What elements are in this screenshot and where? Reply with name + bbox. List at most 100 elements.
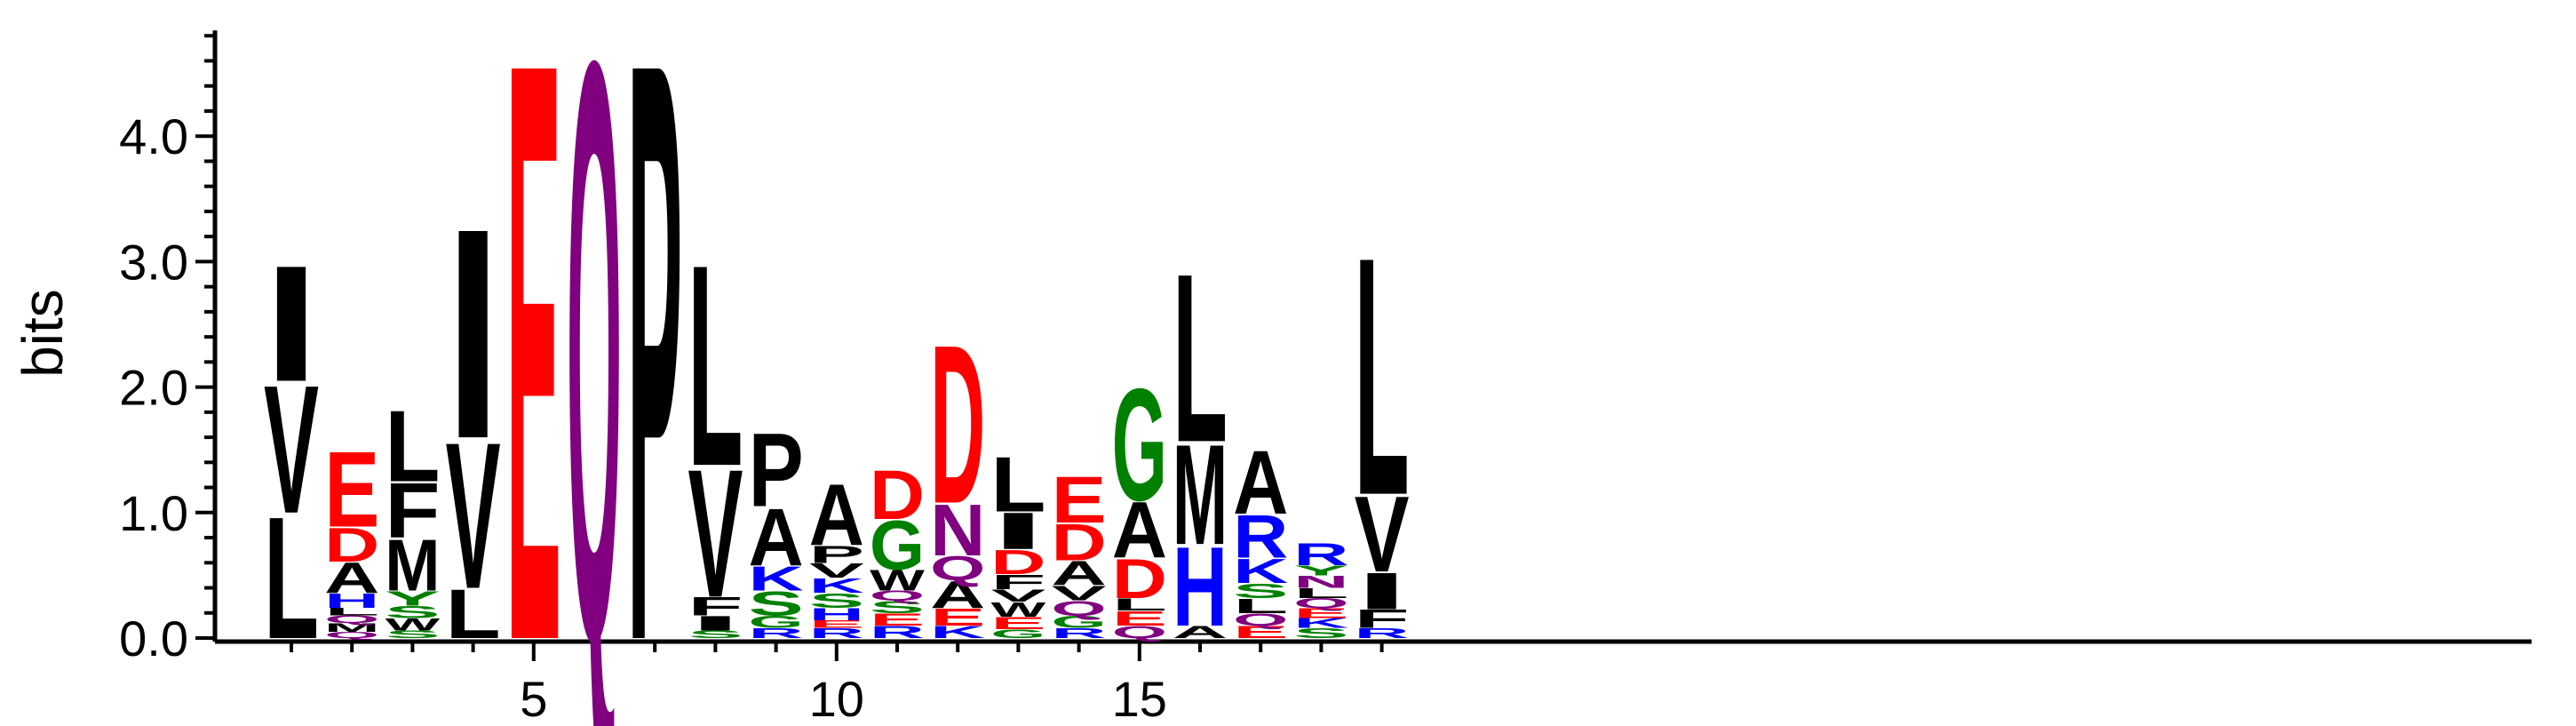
logo-letter-V: V	[990, 586, 1046, 606]
logo-letter-R: R	[749, 626, 804, 641]
logo-letter-M: M	[1173, 415, 1228, 575]
logo-letter-E: E	[990, 614, 1046, 634]
logo-letter-P: P	[749, 412, 804, 529]
logo-letter-S: S	[385, 629, 440, 641]
logo-letter-G: G	[1112, 355, 1167, 535]
logo-letter-E: E	[324, 428, 379, 549]
logo-letter-A: A	[1173, 622, 1228, 642]
y-axis: 0.0 1.0 2.0 3.0 4.0	[119, 30, 218, 666]
logo-letter-G: G	[990, 627, 1046, 641]
y-axis-title: bits	[11, 289, 75, 378]
logo-letter-A: A	[1051, 554, 1106, 594]
logo-column-7: P	[627, 0, 682, 726]
logo-letter-R: R	[1355, 626, 1410, 641]
logo-letter-S: S	[385, 602, 440, 622]
logo-letter-S: S	[809, 589, 864, 612]
logo-letter-Q: Q	[324, 614, 379, 626]
logo-letter-V: V	[688, 430, 743, 635]
logo-letter-Q: Q	[567, 0, 622, 726]
logo-letter-G: G	[870, 506, 925, 584]
y-tick-label: 4.0	[119, 108, 188, 164]
logo-letter-L: L	[264, 482, 319, 675]
logo-letter-G: G	[749, 612, 804, 632]
logo-column-4: LVI	[446, 166, 501, 653]
logo-letter-S: S	[870, 597, 925, 617]
logo-letter-V: V	[446, 398, 501, 632]
logo-letter-L: L	[688, 204, 743, 526]
logo-letter-V: V	[264, 347, 319, 552]
logo-letter-M: M	[385, 524, 440, 606]
logo-letter-E: E	[506, 0, 561, 726]
logo-letter-F: F	[385, 467, 440, 554]
logo-letter-W: W	[870, 564, 925, 597]
logo-letter-F: F	[1355, 604, 1410, 634]
logo-letter-G: G	[1052, 612, 1107, 632]
logo-letter-V: V	[1052, 582, 1107, 605]
logo-letter-N: N	[1293, 572, 1348, 592]
logo-letter-L: L	[1173, 225, 1228, 493]
logo-letter-E: E	[1112, 607, 1167, 630]
logo-letter-E: E	[1233, 623, 1288, 642]
logo-letter-I: I	[990, 502, 1046, 561]
logo-letter-K: K	[748, 559, 803, 598]
logo-letter-D: D	[870, 456, 925, 534]
logo-letter-Q: Q	[1293, 595, 1348, 610]
logo-letter-E: E	[1052, 463, 1107, 537]
logo-letter-L: L	[1355, 187, 1410, 566]
logo-letter-W: W	[990, 598, 1046, 621]
logo-letter-D: D	[930, 299, 985, 551]
logo-letter-A: A	[748, 491, 803, 582]
logo-letter-V: V	[1355, 474, 1410, 594]
y-tick-label: 0.0	[119, 610, 188, 666]
logo-letter-Q: Q	[324, 630, 379, 640]
logo-letter-I: I	[688, 611, 743, 634]
logo-letter-A: A	[1233, 433, 1288, 533]
logo-letter-L: L	[324, 606, 379, 618]
logo-letter-Q: Q	[930, 549, 985, 588]
logo-letter-Q: Q	[1233, 610, 1288, 629]
logo-letter-N: N	[930, 490, 985, 571]
logo-letter-P: P	[627, 0, 682, 726]
logo-letter-W: W	[386, 615, 441, 634]
logo-letter-Y: Y	[385, 586, 440, 610]
logo-letter-A: A	[930, 573, 985, 616]
logo-letter-F: F	[688, 592, 743, 621]
logo-letter-R: R	[809, 626, 864, 641]
logo-letter-E: E	[1293, 605, 1348, 621]
x-axis: 5 10 15	[215, 639, 2532, 726]
logo-letter-S: S	[1293, 626, 1348, 642]
logo-letter-D: D	[990, 543, 1046, 582]
logo-letter-L: L	[446, 576, 501, 653]
logo-letter-L: L	[990, 442, 1046, 529]
logo-letter-E: E	[809, 618, 864, 630]
y-tick-label: 1.0	[119, 485, 188, 541]
logo-letter-H: H	[809, 605, 864, 625]
logo-letter-F: F	[990, 570, 1046, 594]
logo-letter-H: H	[324, 589, 379, 612]
logo-column-5: E	[506, 0, 561, 726]
x-tick-label: 15	[1112, 671, 1167, 726]
x-tick-label: 10	[809, 671, 864, 726]
logo-letter-R: R	[1052, 626, 1107, 641]
logo-letter-D: D	[1051, 513, 1106, 571]
logo-letter-L: L	[1233, 594, 1288, 617]
logo-letter-L: L	[1293, 586, 1348, 601]
logo-letter-R: R	[1233, 503, 1288, 571]
logo-letter-Q: Q	[1112, 622, 1167, 642]
logo-letter-K: K	[1293, 616, 1349, 631]
logo-letter-A: A	[809, 466, 864, 564]
logo-letter-S: S	[1233, 579, 1288, 602]
logo-letter-K: K	[1233, 552, 1288, 591]
y-tick-label: 3.0	[119, 234, 188, 290]
